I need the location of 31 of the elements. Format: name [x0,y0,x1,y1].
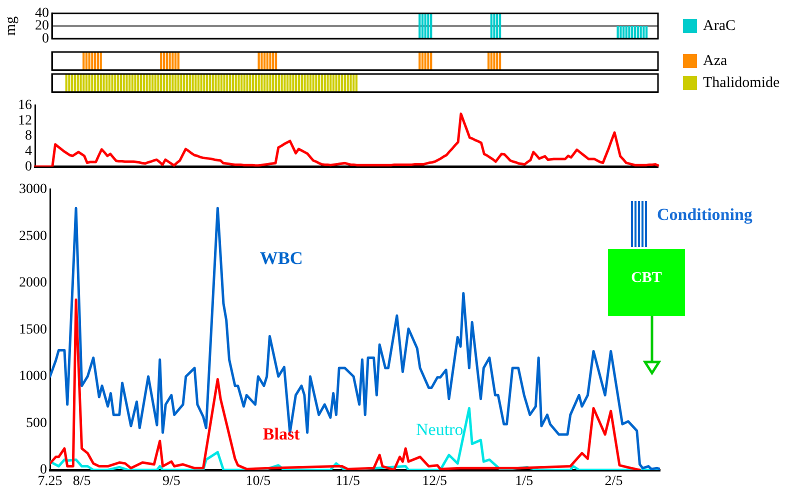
y-tick-label: 0 [42,31,49,46]
y-tick-label: 8 [25,128,32,144]
legend-label: Aza [703,52,728,70]
x-tick-label: 12/5 [422,474,447,490]
x-tick-label: 8/5 [72,474,91,490]
y-tick-label: 3000 [19,182,47,198]
annotation: Conditioning [657,205,752,225]
text: WBC [260,248,303,268]
y-tick-label: 1000 [19,369,47,384]
y-axis-title: mg [2,16,19,36]
y-tick-label: 12 [18,113,32,128]
x-tick-label: 1/5 [515,474,534,490]
y-tick-label: 500 [26,416,47,431]
y-tick-label: 20 [35,18,49,34]
y-tick-label: 0 [25,159,32,174]
y-tick-label: 2500 [19,228,47,244]
x-tick-label: 7.25 [38,474,62,490]
x-tick-label: 2/5 [604,474,623,490]
annotation: CBT [630,270,663,287]
x-tick-label: 11/5 [336,474,360,490]
legend-label: Thalidomide [703,74,780,92]
y-tick-label: 4 [25,144,32,159]
y-tick-label: 16 [18,98,32,114]
x-tick-label: 9/5 [162,474,180,490]
y-tick-label: 2000 [19,276,47,291]
y-tick-label: 40 [35,6,49,22]
x-tick-label: 10/5 [246,474,271,490]
y-tick-label: 1500 [19,322,47,338]
legend-label: AraC [703,18,736,34]
series-label: Blast [262,424,300,444]
series-label: Neutro [416,420,464,440]
